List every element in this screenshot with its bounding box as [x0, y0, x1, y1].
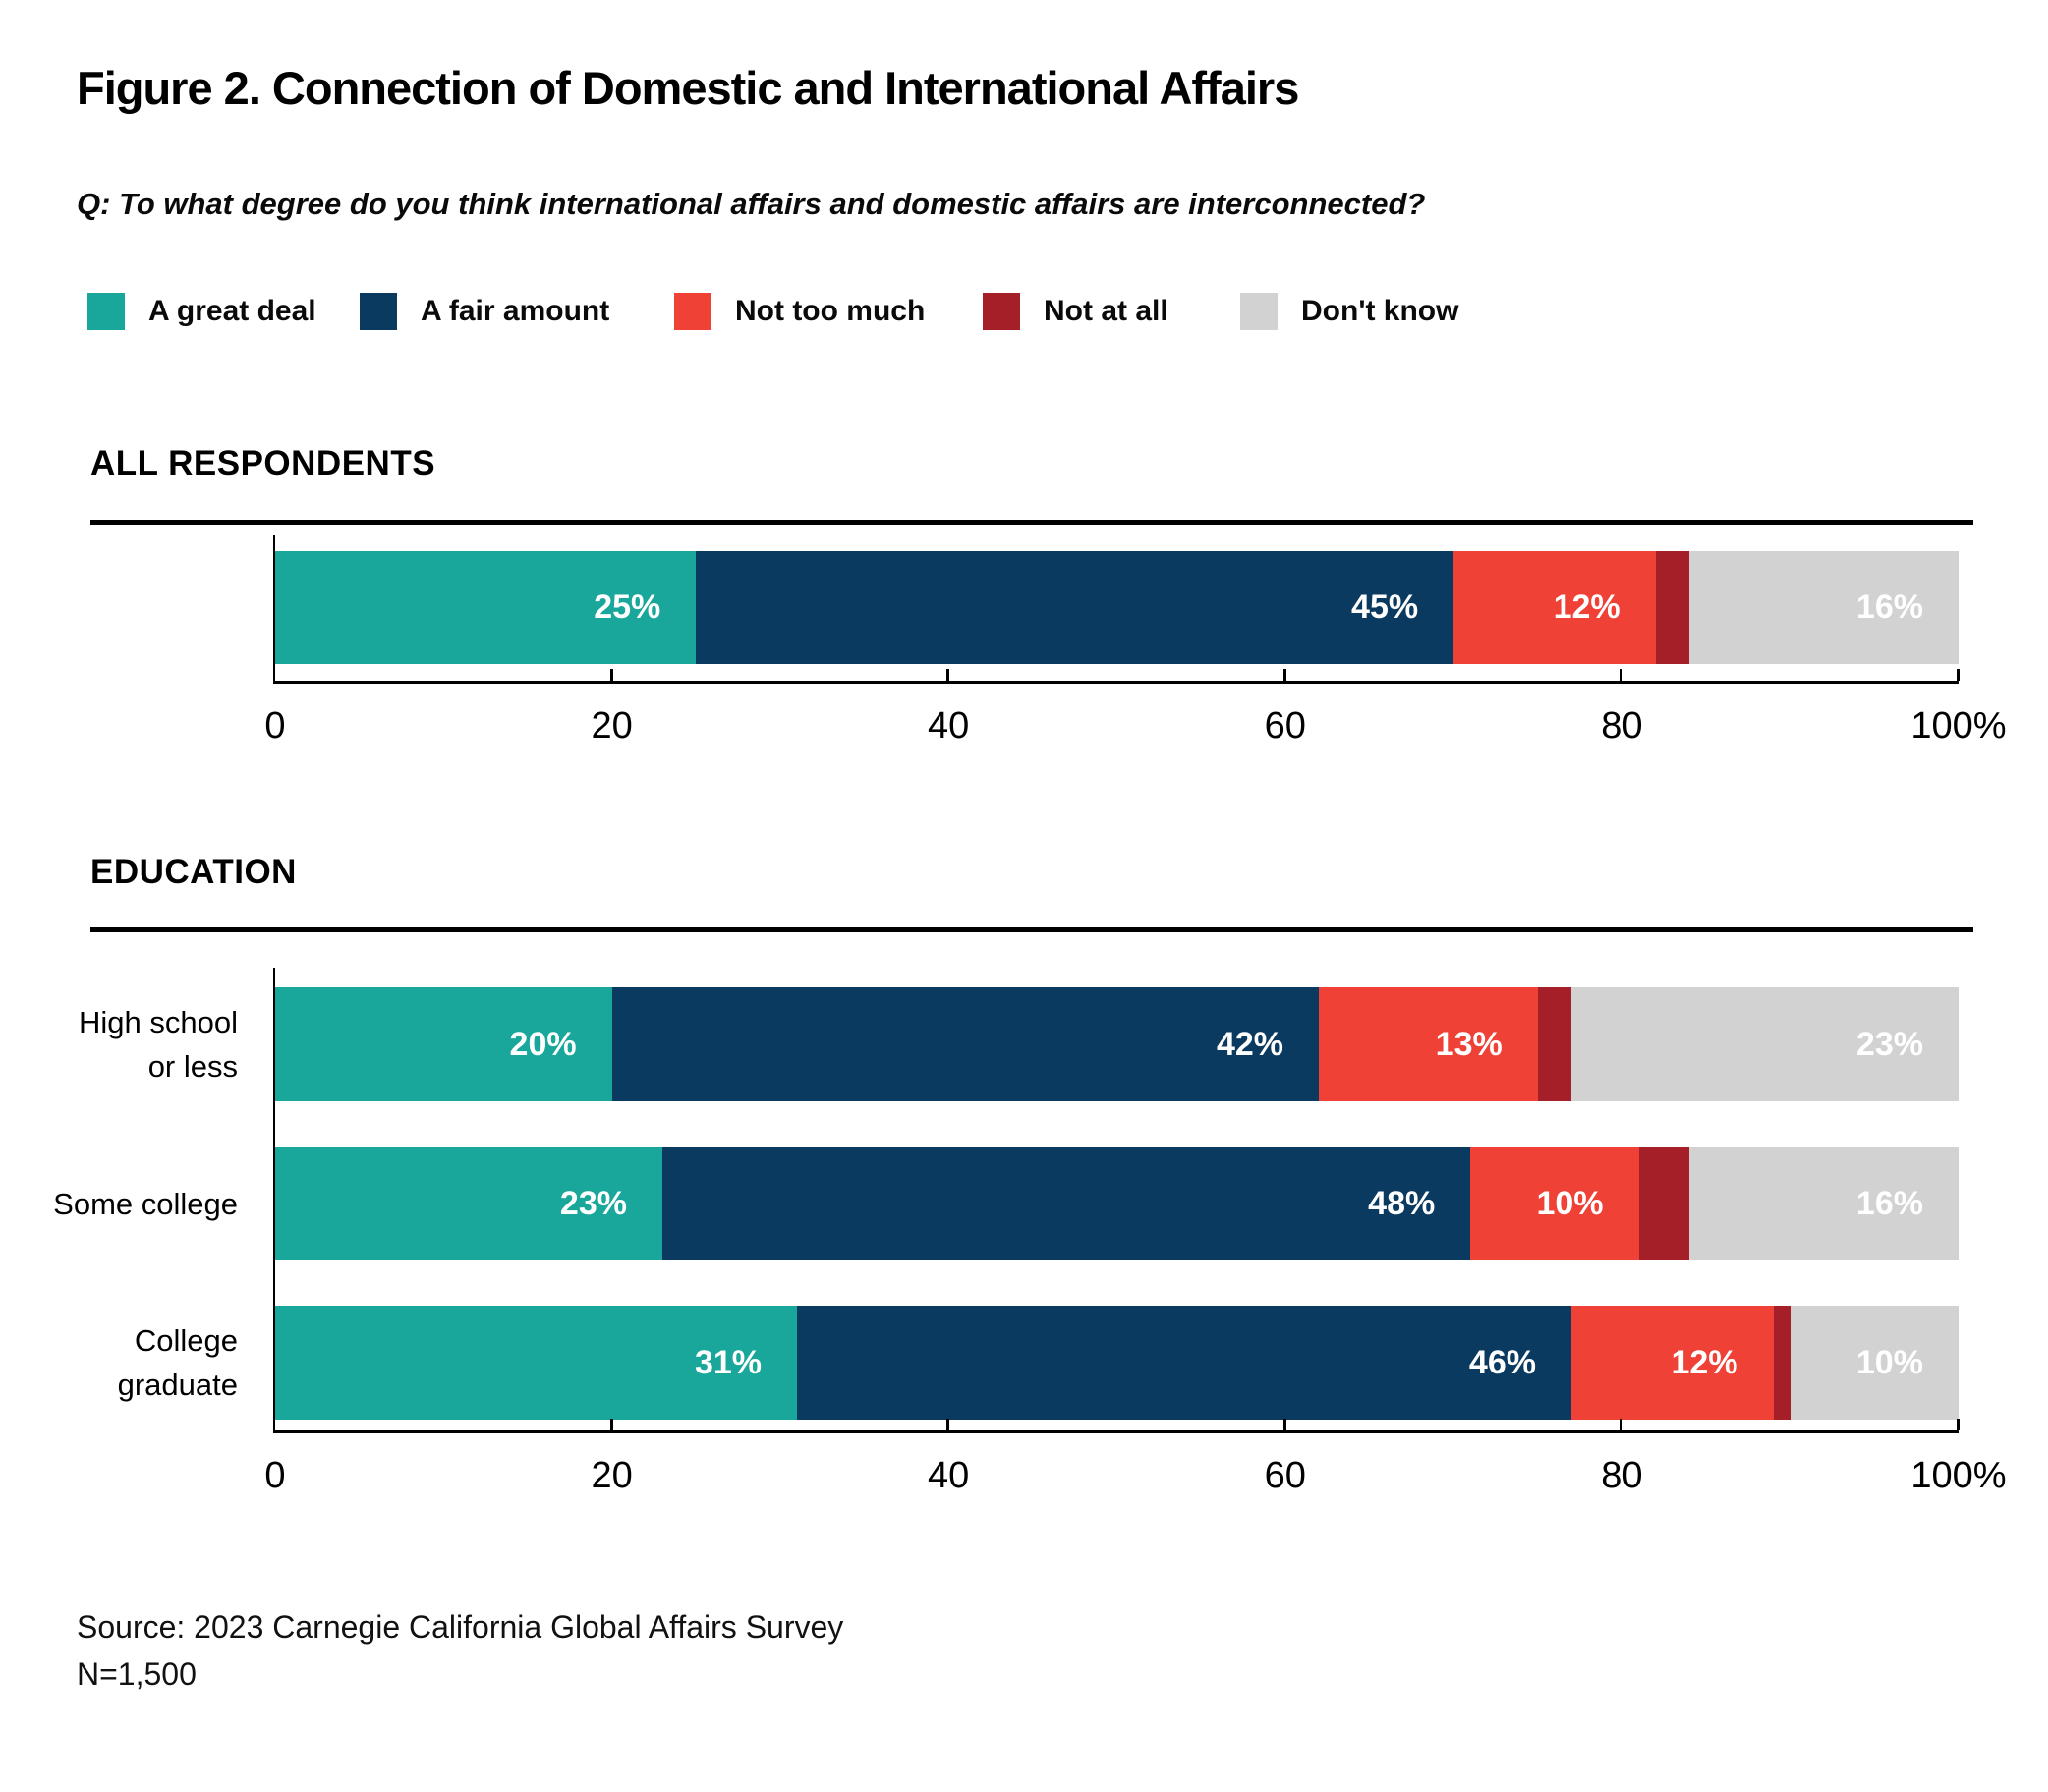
x-tick	[1620, 1419, 1623, 1430]
segment-value-label: 12%	[1671, 1343, 1738, 1381]
legend-item-a-fair-amount: A fair amount	[360, 293, 609, 330]
legend-item-not-at-all: Not at all	[983, 293, 1168, 330]
segment-value-label: 46%	[1468, 1343, 1536, 1381]
bar-segment-a-great-deal: 23%	[275, 1147, 662, 1260]
bar-segment-a-great-deal: 25%	[275, 551, 697, 664]
bar-segment-don-t-know: 16%	[1688, 1147, 1959, 1260]
source-line: Source: 2023 Carnegie California Global …	[77, 1609, 844, 1645]
bar-row-high-school-or-less: 20% 42% 13% 23%	[275, 987, 1959, 1101]
bar-segment-don-t-know: 23%	[1570, 987, 1959, 1101]
x-tick	[1282, 1419, 1286, 1430]
legend: A great deal A fair amount Not too much Not…	[87, 293, 2004, 340]
x-tick-label: 60	[1264, 705, 1306, 747]
legend-label: A great deal	[148, 295, 316, 327]
bar-segment-a-fair-amount: 48%	[661, 1147, 1471, 1260]
category-label-high-school-or-less: High school or less	[0, 1000, 238, 1089]
y-axis	[273, 535, 275, 684]
x-tick	[1957, 1419, 1960, 1430]
category-label-some-college: Some college	[0, 1182, 238, 1226]
category-label-line: Some college	[53, 1186, 238, 1221]
bar-segment-a-great-deal: 20%	[275, 987, 612, 1101]
x-tick	[946, 669, 950, 681]
x-tick-label: 20	[591, 1455, 633, 1496]
segment-value-label: 20%	[509, 1025, 577, 1063]
segment-value-label: 16%	[1855, 1184, 1923, 1222]
x-tick-label: 60	[1264, 1455, 1306, 1496]
legend-swatch-don-t-know	[1240, 293, 1278, 330]
legend-swatch-not-at-all	[983, 293, 1020, 330]
bar-segment-not-too-much: 10%	[1470, 1147, 1639, 1260]
category-label-line: graduate	[117, 1368, 238, 1402]
x-tick-label: 80	[1601, 705, 1643, 747]
section-header: EDUCATION	[90, 853, 297, 891]
segment-value-label: 45%	[1351, 588, 1419, 626]
section-rule	[90, 520, 1973, 525]
segment-value-label: 42%	[1216, 1025, 1284, 1063]
bar-segment-a-great-deal: 31%	[275, 1306, 798, 1420]
figure-title: Figure 2. Connection of Domestic and Int…	[77, 62, 1299, 114]
category-label-line: College	[134, 1323, 238, 1358]
x-tick	[1620, 669, 1623, 681]
legend-item-not-too-much: Not too much	[674, 293, 925, 330]
x-tick-label: 80	[1601, 1455, 1643, 1496]
x-tick-label: 40	[928, 705, 970, 747]
segment-value-label: 31%	[694, 1343, 763, 1381]
segment-value-label: 25%	[594, 588, 661, 626]
segment-value-label: 12%	[1553, 588, 1621, 626]
bar-segment-a-fair-amount: 42%	[611, 987, 1320, 1101]
y-axis	[273, 968, 275, 1433]
category-label-line: High school	[79, 1005, 238, 1039]
segment-value-label: 16%	[1855, 588, 1923, 626]
section-rule	[90, 927, 1973, 932]
bar-segment-don-t-know: 16%	[1688, 551, 1959, 664]
x-tick	[609, 1419, 613, 1430]
segment-value-label: 10%	[1536, 1184, 1604, 1222]
legend-item-don-t-know: Don't know	[1240, 293, 1458, 330]
category-label-line: or less	[147, 1049, 238, 1084]
legend-label: A fair amount	[421, 295, 610, 327]
x-tick-label: 20	[591, 705, 633, 747]
x-axis	[273, 681, 1959, 684]
bar-segment-not-at-all	[1638, 1147, 1689, 1260]
x-tick-label: 40	[928, 1455, 970, 1496]
sample-size: N=1,500	[77, 1656, 197, 1692]
x-tick-label: 100%	[1910, 705, 2007, 747]
x-axis	[273, 1430, 1959, 1433]
bar-segment-not-too-much: 13%	[1319, 987, 1538, 1101]
bar-segment-not-too-much: 12%	[1570, 1306, 1774, 1420]
x-tick-label: 0	[264, 705, 286, 747]
bar-segment-not-too-much: 12%	[1453, 551, 1656, 664]
segment-value-label: 23%	[1855, 1025, 1923, 1063]
x-tick	[946, 1419, 950, 1430]
legend-label: Not at all	[1044, 295, 1168, 327]
legend-swatch-a-fair-amount	[360, 293, 397, 330]
x-tick	[1957, 669, 1960, 681]
x-tick-label: 0	[264, 1455, 286, 1496]
legend-item-a-great-deal: A great deal	[87, 293, 316, 330]
survey-question: Q: To what degree do you think internati…	[77, 187, 1426, 221]
x-tick	[609, 669, 613, 681]
legend-swatch-a-great-deal	[87, 293, 125, 330]
bar-row-some-college: 23% 48% 10% 16%	[275, 1147, 1959, 1260]
segment-value-label: 10%	[1855, 1343, 1923, 1381]
x-tick-label: 100%	[1910, 1455, 2007, 1496]
source-note: Source: 2023 Carnegie California Global …	[77, 1603, 1452, 1698]
x-tick	[1282, 669, 1286, 681]
bar-segment-a-fair-amount: 46%	[797, 1306, 1571, 1420]
segment-value-label: 23%	[559, 1184, 627, 1222]
section-header: ALL RESPONDENTS	[90, 444, 436, 482]
segment-value-label: 13%	[1435, 1025, 1503, 1063]
legend-label: Don't know	[1301, 295, 1459, 327]
bar-segment-not-at-all	[1655, 551, 1689, 664]
bar-segment-don-t-know: 10%	[1790, 1306, 1959, 1420]
bar-row-college-graduate: 31% 46% 12% 10%	[275, 1306, 1959, 1420]
bar-segment-not-at-all	[1537, 987, 1571, 1101]
bar-segment-a-fair-amount: 45%	[696, 551, 1454, 664]
legend-label: Not too much	[735, 295, 926, 327]
bar-row-all-respondents: 25% 45% 12% 16%	[275, 551, 1959, 664]
bar-segment-not-at-all	[1773, 1306, 1791, 1420]
segment-value-label: 48%	[1368, 1184, 1436, 1222]
category-label-college-graduate: College graduate	[0, 1318, 238, 1407]
legend-swatch-not-too-much	[674, 293, 711, 330]
